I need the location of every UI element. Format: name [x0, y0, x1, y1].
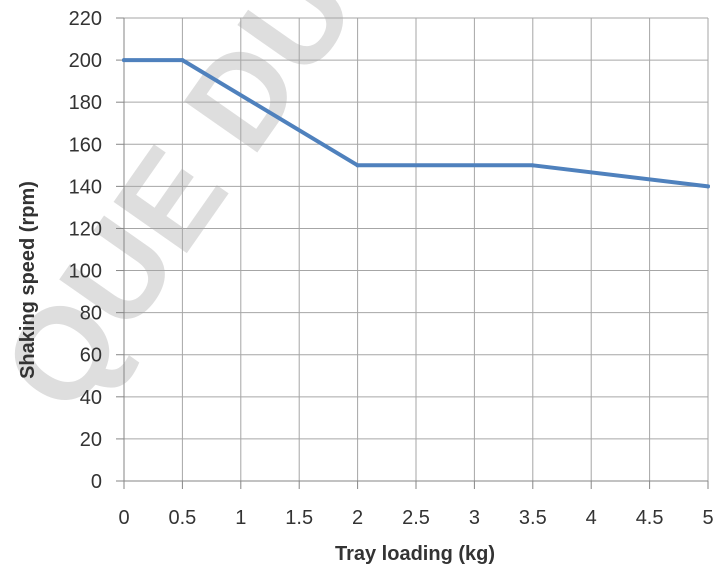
x-tick-label: 2 — [352, 507, 363, 529]
y-tick-label: 60 — [80, 345, 102, 367]
x-tick-label: 0 — [118, 507, 129, 529]
x-tick-label: 1.5 — [285, 507, 313, 529]
y-tick-label: 80 — [80, 303, 102, 325]
x-tick-labels: 0 0.5 1 1.5 2 2.5 3 3.5 4 4.5 5 — [118, 507, 713, 529]
y-tick-label: 40 — [80, 387, 102, 409]
y-tick-labels: 0 20 40 60 80 100 120 140 160 180 200 220 — [69, 8, 102, 493]
data-point — [122, 58, 126, 63]
y-tick-label: 180 — [69, 92, 102, 114]
x-tick-label: 0.5 — [168, 507, 196, 529]
y-tick-label: 140 — [69, 176, 102, 198]
x-tick-label: 3 — [469, 507, 480, 529]
x-tick-label: 5 — [702, 507, 713, 529]
series-layer — [122, 58, 710, 189]
data-point — [355, 163, 360, 168]
x-axis-title: Tray loading (kg) — [335, 543, 495, 565]
y-axis-title: Shaking speed (rpm) — [17, 181, 39, 379]
axes — [116, 17, 709, 489]
x-tick-label: 1 — [235, 507, 246, 529]
data-point — [706, 184, 710, 189]
y-tick-label: 200 — [69, 50, 102, 72]
x-tick-label: 4 — [586, 507, 597, 529]
gridlines — [124, 17, 709, 481]
y-tick-label: 160 — [69, 134, 102, 156]
y-tick-label: 20 — [80, 429, 102, 451]
data-point — [180, 58, 185, 63]
data-point — [530, 163, 535, 168]
x-tick-label: 3.5 — [519, 507, 547, 529]
y-tick-label: 100 — [69, 261, 102, 283]
y-tick-label: 0 — [91, 471, 102, 493]
y-tick-label: 120 — [69, 218, 102, 240]
y-tick-label: 220 — [69, 8, 102, 30]
x-tick-label: 4.5 — [636, 507, 664, 529]
x-tick-label: 2.5 — [402, 507, 430, 529]
